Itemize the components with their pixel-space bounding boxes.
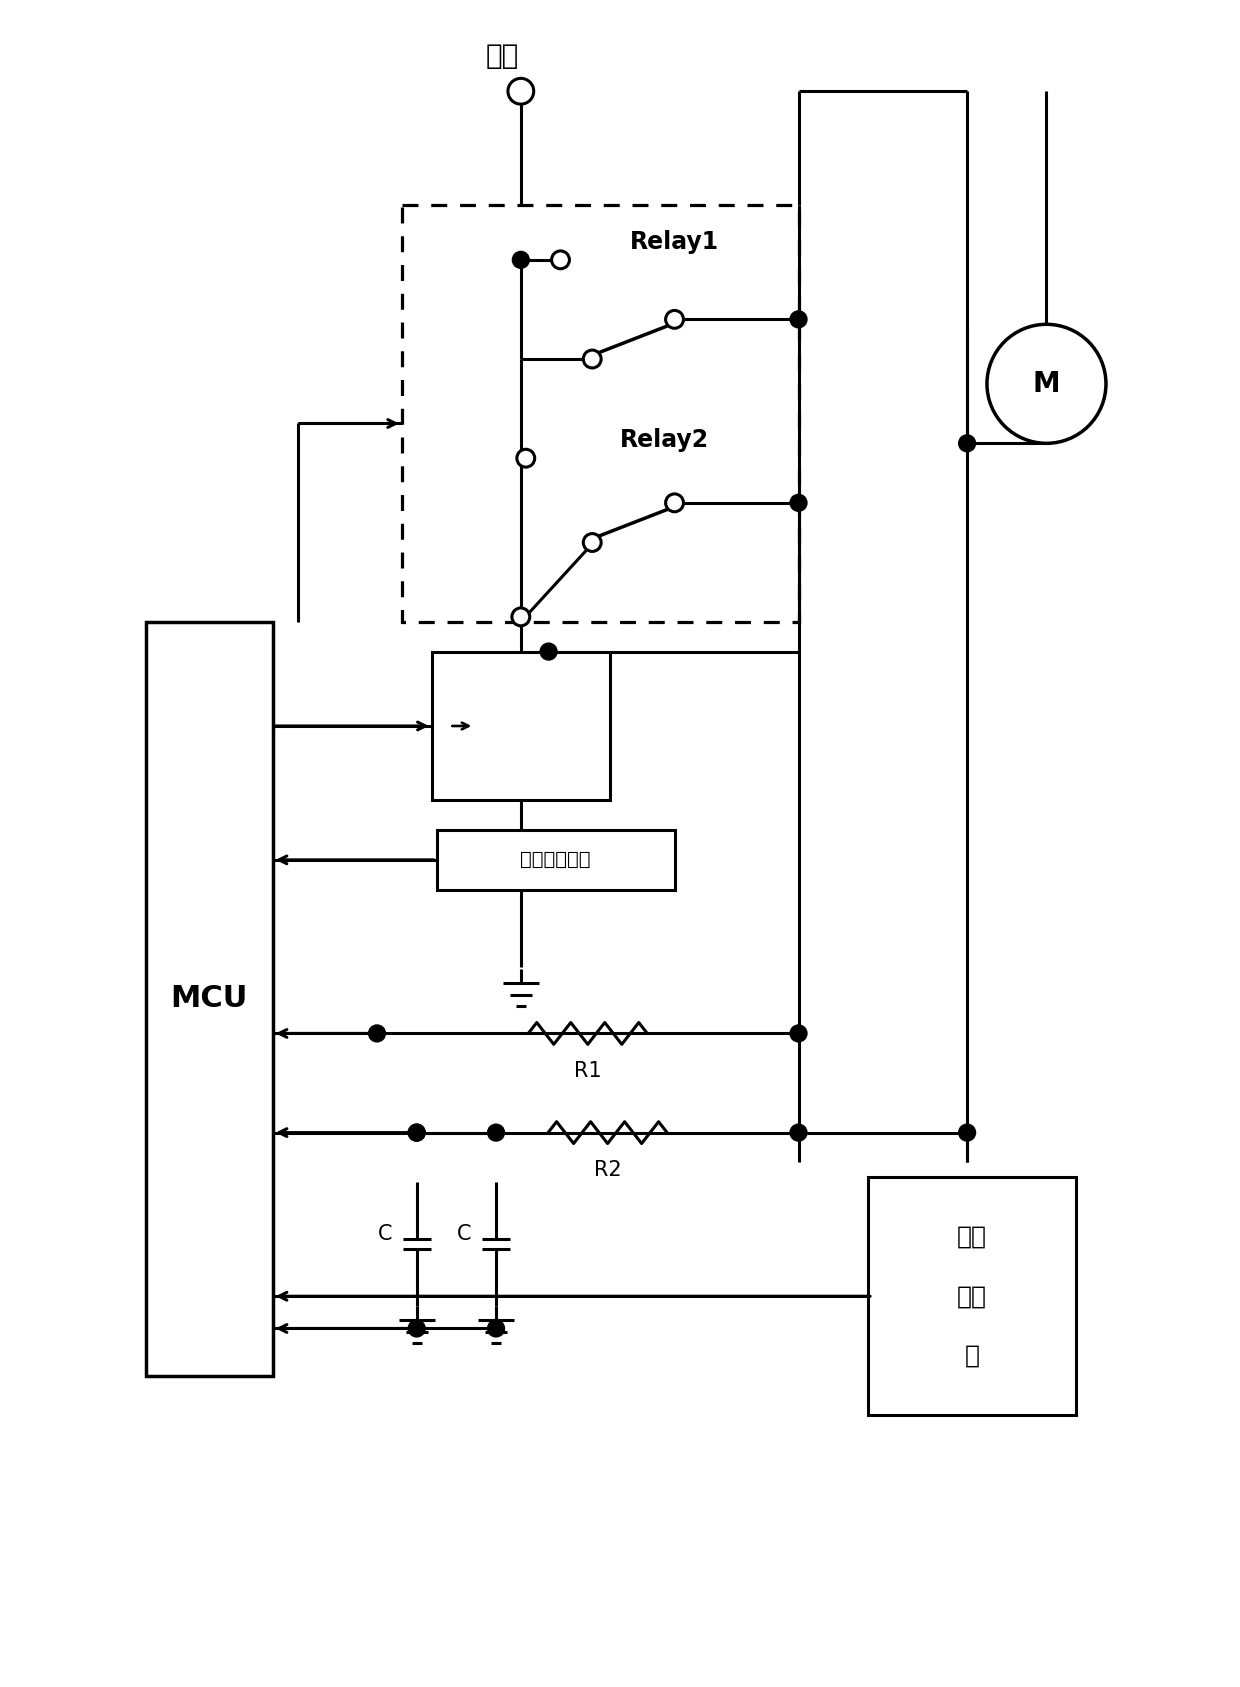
Bar bbox=[146, 623, 273, 1375]
Circle shape bbox=[541, 643, 557, 660]
Circle shape bbox=[987, 324, 1106, 444]
Circle shape bbox=[583, 351, 601, 368]
Text: M: M bbox=[1033, 369, 1060, 398]
Circle shape bbox=[790, 310, 807, 327]
Text: 位置: 位置 bbox=[957, 1225, 987, 1248]
Bar bbox=[402, 206, 799, 623]
Circle shape bbox=[517, 449, 534, 467]
Circle shape bbox=[408, 1124, 425, 1140]
Circle shape bbox=[552, 251, 569, 268]
Text: MCU: MCU bbox=[171, 984, 248, 1014]
Circle shape bbox=[583, 533, 601, 552]
Text: Relay2: Relay2 bbox=[620, 428, 709, 452]
Circle shape bbox=[408, 1124, 425, 1140]
Text: R2: R2 bbox=[594, 1161, 621, 1181]
Circle shape bbox=[487, 1319, 505, 1336]
Text: C: C bbox=[378, 1225, 392, 1245]
Circle shape bbox=[959, 1124, 976, 1140]
Bar bbox=[432, 651, 610, 800]
Circle shape bbox=[666, 494, 683, 511]
Circle shape bbox=[666, 310, 683, 329]
Circle shape bbox=[790, 1026, 807, 1043]
Text: 器: 器 bbox=[965, 1345, 980, 1368]
Text: 电流采样电路: 电流采样电路 bbox=[521, 850, 590, 869]
Circle shape bbox=[368, 1026, 386, 1043]
Circle shape bbox=[790, 494, 807, 511]
Circle shape bbox=[512, 251, 529, 268]
Text: 传感: 传感 bbox=[957, 1284, 987, 1307]
Circle shape bbox=[512, 607, 529, 626]
Text: R1: R1 bbox=[574, 1061, 601, 1081]
Circle shape bbox=[408, 1319, 425, 1336]
Circle shape bbox=[959, 435, 976, 452]
Text: 电源: 电源 bbox=[486, 42, 520, 69]
Circle shape bbox=[487, 1124, 505, 1140]
Bar bbox=[868, 1178, 1076, 1415]
Circle shape bbox=[790, 1124, 807, 1140]
Circle shape bbox=[508, 78, 533, 105]
Text: C: C bbox=[458, 1225, 471, 1245]
Bar bbox=[436, 830, 675, 889]
Text: Relay1: Relay1 bbox=[630, 229, 719, 255]
